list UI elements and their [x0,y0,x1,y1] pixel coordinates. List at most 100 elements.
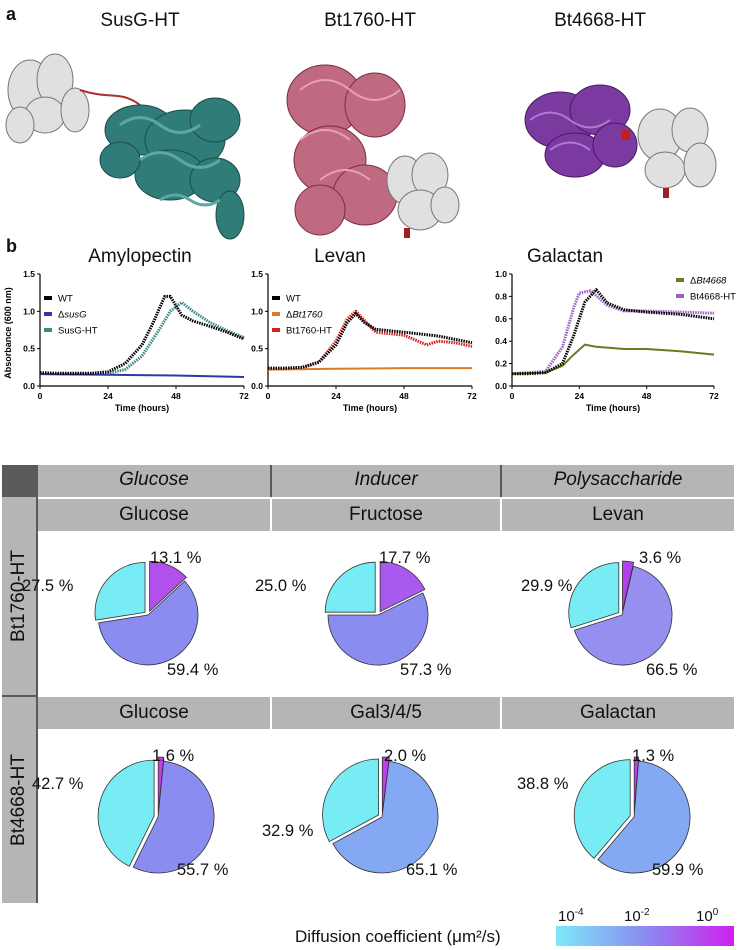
pie-slice [573,565,673,666]
pie-label: 55.7 % [177,861,229,879]
panel-label-a: a [6,4,17,24]
pie-slice [322,758,379,843]
y-tick-label: 0.0 [251,381,263,391]
chart-amylopectin: 0.0 0.5 1.0 1.5 0 24 48 72 Time (hours) WT ΔsusG Su… [23,269,249,413]
cell-title-bt1760-glucose: Glucose [38,499,270,531]
pie-slice [327,592,429,666]
legend-entry: ΔsusG [58,310,87,321]
y-tick-label: 1.0 [251,306,263,316]
x-axis-label: Time (hours) [115,403,169,413]
chart-levan: 0.0 0.5 1.0 1.5 0 24 48 72 Time (hours) WT ΔBt1760… [251,269,477,413]
pie-slice [332,760,439,874]
y-tick-label: 0.0 [495,381,507,391]
pie-label: 1.3 % [632,747,675,765]
legend-entry: WT [58,294,73,305]
legend-entry: WT [286,294,301,305]
pie-chart [573,756,691,874]
cell-title-bt4668-galactan: Galactan [502,697,734,729]
x-axis-label: Time (hours) [586,403,640,413]
x-tick-label: 48 [642,391,652,401]
pie-slice [597,760,691,874]
pie-label: 65.1 % [406,861,458,879]
series-line [268,312,473,370]
pie-slice [98,580,199,666]
row-label-bt1760: Bt1760-HT [2,497,36,695]
colorbar-gradient [556,926,734,946]
y-tick-label: 0.6 [495,314,507,324]
x-tick-label: 24 [103,391,113,401]
pie-label: 66.5 % [646,661,698,679]
x-tick-label: 72 [239,391,249,401]
colorbar-tick: 10-2 [624,907,650,925]
y-tick-label: 1.0 [23,306,35,316]
bt4668-structure-image [524,84,717,198]
legend-entry: Bt1760-HT [286,326,332,337]
series-line [511,343,715,375]
y-tick-label: 1.0 [495,269,507,279]
pie-charts [94,560,691,874]
colorbar-ticks: 10-4 10-2 100 [558,903,734,925]
cell-title-bt1760-fructose: Fructose [272,499,500,531]
growth-curves: Absorbance (600 nm) 0.0 0.5 1.0 1.5 0 24 48 72 T… [3,268,736,413]
pie-label: 59.4 % [167,661,219,679]
pie-slice [324,561,376,613]
row-label-bt4668: Bt4668-HT [2,697,36,903]
pie-label: 59.9 % [652,861,704,879]
pie-slice [94,561,146,621]
series-line [39,373,245,378]
y-tick-label: 1.5 [251,269,263,279]
series-line [267,367,472,371]
pie-label: 38.8 % [517,775,569,793]
legend-entry: WT [690,268,705,271]
structure-title-bt1760: Bt1760-HT [324,10,416,31]
pie-label: 27.5 % [22,577,74,595]
chart-title-levan: Levan [314,246,366,267]
pie-label: 32.9 % [262,822,314,840]
series-line [39,294,245,375]
x-tick-label: 72 [467,391,477,401]
pie-label: 42.7 % [32,775,84,793]
col-header-polysaccharide: Polysaccharide [502,465,734,497]
pie-slice [149,560,187,613]
legend-entry: ΔBt1760 [286,310,323,321]
pie-slice [573,759,631,859]
pie-label: 2.0 % [384,747,427,765]
y-tick-label: 0.4 [495,336,507,346]
pie-chart [568,560,673,666]
pie-chart [97,756,215,874]
pie-slice [379,561,426,613]
pie-slice [622,560,635,612]
colorbar-label: Diffusion coefficient (μm²/s) [295,927,501,946]
pie-label: 25.0 % [255,577,307,595]
structure-title-bt4668: Bt4668-HT [554,10,646,31]
col-header-inducer: Inducer [272,465,500,497]
chart-title-amylopectin: Amylopectin [88,246,192,267]
protein-structures [5,53,717,240]
col-header-glucose: Glucose [38,465,270,497]
y-tick-label: 0.8 [495,291,507,301]
x-tick-label: 0 [266,391,271,401]
cell-title-bt4668-gal345: Gal3/4/5 [272,697,500,729]
chart-galactan: 0.0 0.2 0.4 0.6 0.8 1.0 0 24 48 72 Time (hours) WT Δ… [495,268,736,413]
pie-chart [322,756,439,874]
pie-label: 3.6 % [639,549,682,567]
x-tick-label: 0 [510,391,515,401]
structure-title-susg: SusG-HT [100,10,180,31]
pie-label: 1.6 % [152,747,195,765]
x-tick-label: 48 [171,391,181,401]
pie-label: 29.9 % [521,577,573,595]
susg-structure-image [5,53,245,240]
y-tick-label: 0.5 [251,344,263,354]
x-tick-label: 72 [709,391,719,401]
pie-slice [568,562,620,629]
bt1760-structure-image [286,64,460,238]
y-tick-label: 0.5 [23,344,35,354]
chart-title-galactan: Galactan [526,246,604,267]
y-tick-label: 1.5 [23,269,35,279]
colorbar-tick: 100 [696,907,719,925]
colorbar-tick: 10-4 [558,907,584,925]
cell-title-bt1760-levan: Levan [502,499,734,531]
panel-label-b: b [6,236,17,256]
diffusion-table: Glucose Inducer Polysaccharide Bt1760-HT… [2,465,734,903]
x-tick-label: 48 [399,391,409,401]
